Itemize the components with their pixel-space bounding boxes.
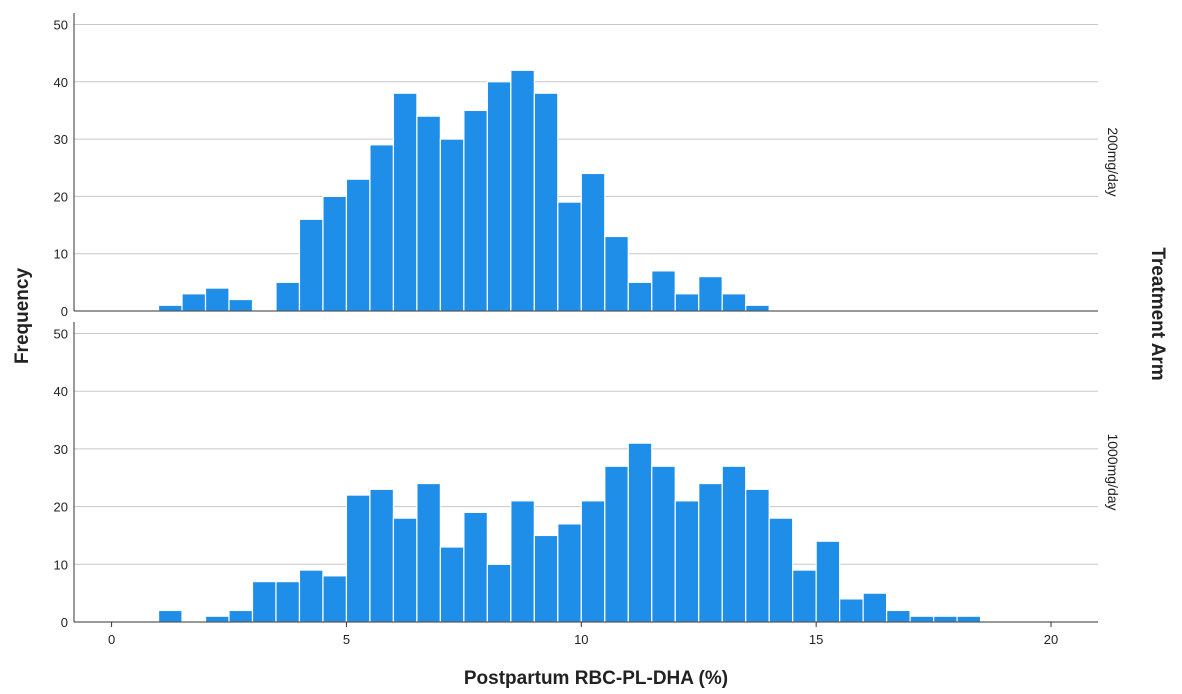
y-tick-label: 50 xyxy=(54,17,68,32)
histogram-bar xyxy=(228,609,254,623)
histogram-bar xyxy=(463,109,488,312)
x-tick-label: 0 xyxy=(108,632,115,647)
chart-panels: 0 10 20 30 40 50 200mg/day 0 10 20 30 40 50 1000mg/da… xyxy=(54,13,1121,630)
histogram-bar xyxy=(345,494,371,623)
histogram-bar xyxy=(439,138,465,312)
x-tick-label: 15 xyxy=(809,632,823,647)
histogram-bar xyxy=(275,581,301,623)
histogram-bar xyxy=(580,500,606,623)
histogram-bar xyxy=(392,92,418,312)
panel-label: 1000mg/day xyxy=(1105,433,1121,510)
histogram-bar xyxy=(157,304,183,312)
histogram-bar xyxy=(204,615,230,623)
y-tick-label: 30 xyxy=(54,442,68,457)
histogram-bar xyxy=(721,465,747,623)
histogram-bar xyxy=(322,195,348,312)
histogram-bar xyxy=(298,569,324,623)
histogram-bar xyxy=(369,488,395,623)
histogram-bar xyxy=(557,523,582,623)
histogram-bar xyxy=(510,500,535,623)
histogram-bar xyxy=(416,482,441,623)
y-tick-label: 0 xyxy=(61,615,68,630)
histogram-bar xyxy=(157,609,183,623)
histogram-bar xyxy=(251,581,277,623)
histogram-bar xyxy=(275,281,301,312)
histogram-bar xyxy=(698,482,723,623)
y-tick-label: 30 xyxy=(54,132,68,147)
histogram-bar xyxy=(886,609,911,623)
histogram-bar xyxy=(768,517,794,623)
x-axis: 0 5 10 15 20 xyxy=(108,622,1058,647)
histogram-bar xyxy=(651,270,676,312)
panel-0: 0 10 20 30 40 50 200mg/day xyxy=(54,13,1121,319)
histogram-bar xyxy=(486,81,512,312)
x-axis-title: Postpartum RBC-PL-DHA (%) xyxy=(464,668,728,689)
histogram-bar xyxy=(956,615,982,623)
y-axis-title: Frequency xyxy=(12,268,33,365)
y-tick-label: 40 xyxy=(54,384,68,399)
histogram-bar xyxy=(510,69,535,312)
y-tick-label: 0 xyxy=(61,304,68,319)
histogram-bar xyxy=(745,304,770,312)
histogram-bar xyxy=(369,144,395,312)
histogram-bar xyxy=(698,276,723,312)
histogram-bar xyxy=(204,287,230,312)
histogram-bar xyxy=(627,442,653,623)
histogram-bar xyxy=(674,293,700,312)
histogram-bar xyxy=(463,511,488,623)
histogram-bar xyxy=(580,172,606,312)
histogram-bar xyxy=(298,218,324,312)
y-tick-label: 10 xyxy=(54,247,68,262)
panel-1: 0 10 20 30 40 50 1000mg/day xyxy=(54,322,1121,630)
histogram-bar xyxy=(721,293,747,312)
facet-title: Treatment Arm xyxy=(1147,247,1168,380)
histogram-bar xyxy=(674,500,700,623)
histogram-bar xyxy=(533,92,559,312)
histogram-bar xyxy=(862,592,888,623)
x-tick-label: 10 xyxy=(574,632,588,647)
y-tick-label: 10 xyxy=(54,557,68,572)
y-tick-label: 20 xyxy=(54,189,68,204)
histogram-bar xyxy=(557,201,582,312)
y-tick-label: 20 xyxy=(54,500,68,515)
y-tick-label: 40 xyxy=(54,75,68,90)
histogram-bar xyxy=(792,569,817,623)
histogram-bar xyxy=(932,615,958,623)
histogram-bar xyxy=(604,235,629,312)
histogram-bar xyxy=(416,115,441,312)
x-tick-label: 20 xyxy=(1044,632,1058,647)
histogram-bar xyxy=(627,281,653,312)
panel-label: 200mg/day xyxy=(1105,127,1121,196)
histogram-bar xyxy=(839,598,864,623)
histogram-bar xyxy=(345,178,371,312)
histogram-bar xyxy=(651,465,676,623)
histogram-bar xyxy=(181,293,207,312)
histogram-bar xyxy=(392,517,418,623)
histogram-bar xyxy=(745,488,770,623)
y-tick-label: 50 xyxy=(54,327,68,342)
histogram-bar xyxy=(604,465,629,623)
histogram-bar xyxy=(228,298,254,312)
histogram-bar xyxy=(439,546,465,623)
histogram-bar xyxy=(909,615,935,623)
x-tick-label: 5 xyxy=(343,632,350,647)
histogram-bar xyxy=(486,563,512,623)
histogram-bar xyxy=(815,540,841,623)
histogram-bar xyxy=(533,534,559,623)
histogram-bar xyxy=(322,575,348,623)
